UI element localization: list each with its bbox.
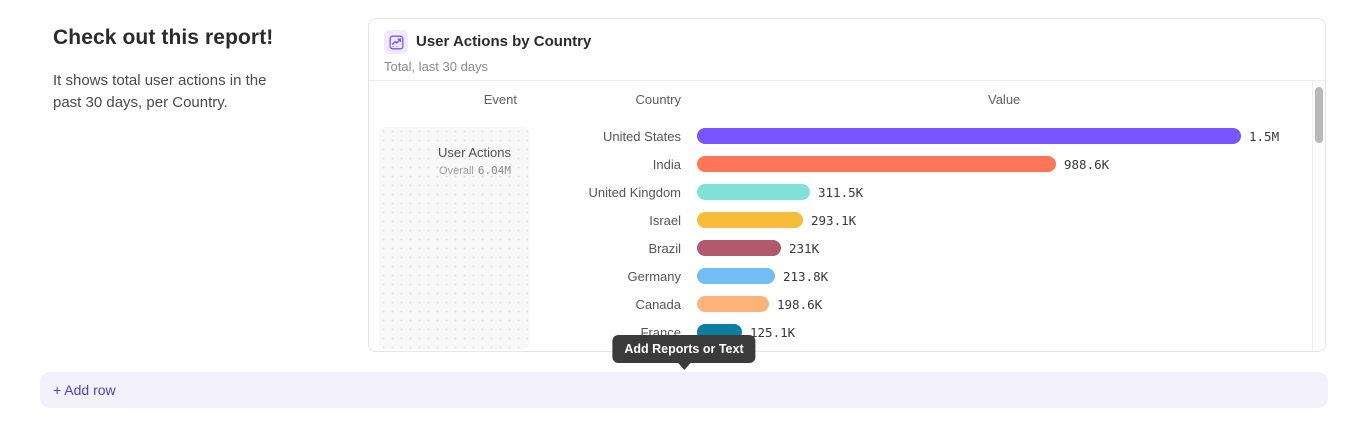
event-cell[interactable]: User Actions Overall 6.04M	[379, 127, 529, 349]
text-block-description: It shows total user actions in the past …	[53, 72, 267, 111]
chart-row: France 125.1K	[369, 318, 1307, 346]
text-block-heading: Check out this report!	[53, 26, 274, 49]
country-label: India	[652, 156, 681, 172]
country-bar[interactable]	[697, 156, 1056, 172]
country-label: Brazil	[648, 240, 681, 256]
tooltip-caret-icon	[676, 362, 691, 370]
value-label: 213.8K	[783, 268, 829, 284]
chart-row: Israel 293.1K	[369, 206, 1307, 234]
add-row-bar[interactable]: + Add row	[40, 372, 1328, 408]
overall-value: 6.04M	[477, 164, 511, 177]
chart-rows: United States 1.5M India 988.6K United Kingd…	[369, 122, 1307, 346]
report-card-header: User Actions by Country Total, last 30 d…	[369, 19, 1325, 81]
column-header-value: Value	[988, 92, 1021, 107]
scrollbar-track[interactable]	[1312, 81, 1325, 351]
tooltip-text: Add Reports or Text	[624, 342, 744, 356]
value-label: 311.5K	[818, 184, 864, 200]
value-label: 198.6K	[777, 296, 823, 312]
add-row-button[interactable]: + Add row	[53, 382, 116, 398]
chart-row: United Kingdom 311.5K	[369, 178, 1307, 206]
table-column-headers: Event Country Value	[369, 89, 1307, 111]
value-label: 1.5M	[1249, 128, 1280, 144]
report-chart-area: Event Country Value User Actions Overall…	[369, 81, 1325, 351]
chart-row: Brazil 231K	[369, 234, 1307, 262]
event-name: User Actions	[438, 145, 511, 160]
country-label: Germany	[627, 268, 681, 284]
column-header-country: Country	[635, 92, 681, 107]
add-reports-tooltip: Add Reports or Text	[612, 335, 756, 370]
country-label: Canada	[635, 296, 681, 312]
value-label: 293.1K	[811, 212, 857, 228]
text-block: Check out this report! It shows total us…	[53, 26, 303, 114]
country-label: United Kingdom	[588, 184, 682, 200]
overall-label: Overall	[439, 165, 474, 177]
column-header-event: Event	[483, 92, 517, 107]
value-label: 231K	[789, 240, 820, 256]
scrollbar-thumb[interactable]	[1315, 87, 1323, 143]
report-card: User Actions by Country Total, last 30 d…	[368, 18, 1326, 352]
chart-row: Canada 198.6K	[369, 290, 1307, 318]
value-label: 125.1K	[750, 324, 796, 340]
country-bar[interactable]	[697, 128, 1241, 144]
country-label: Israel	[649, 212, 681, 228]
line-chart-icon	[384, 30, 408, 54]
event-overall: Overall 6.04M	[379, 164, 511, 177]
chart-row: United States 1.5M	[369, 122, 1307, 150]
chart-row: India 988.6K	[369, 150, 1307, 178]
chart-row: Germany 213.8K	[369, 262, 1307, 290]
country-bar[interactable]	[697, 184, 810, 200]
value-label: 988.6K	[1064, 156, 1110, 172]
report-title[interactable]: User Actions by Country	[416, 33, 592, 50]
report-subtitle: Total, last 30 days	[384, 59, 489, 74]
country-bar[interactable]	[697, 240, 781, 256]
country-bar[interactable]	[697, 296, 769, 312]
country-bar[interactable]	[697, 212, 803, 228]
country-bar[interactable]	[697, 268, 775, 284]
country-label: United States	[602, 128, 681, 144]
